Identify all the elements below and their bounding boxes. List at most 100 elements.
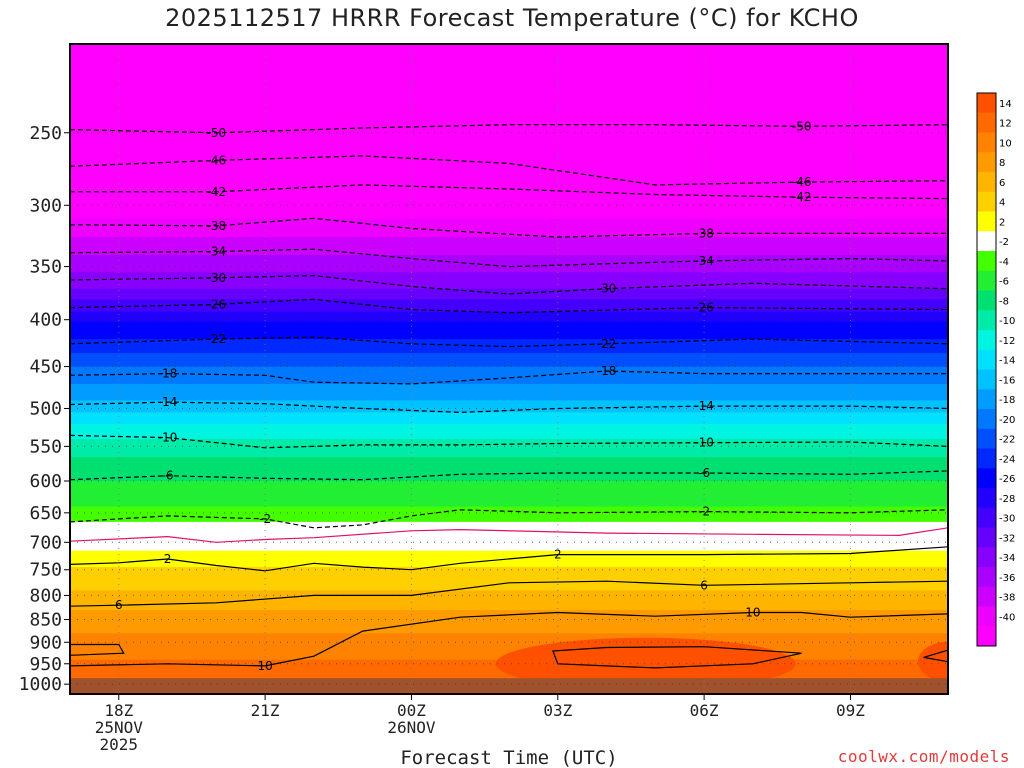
temperature-band (70, 590, 948, 611)
contour-label: -26 (207, 298, 227, 312)
colorbar-label: -16 (999, 375, 1015, 386)
colorbar-label: -36 (999, 573, 1015, 584)
y-tick-label: 800 (29, 585, 62, 606)
contour-line (923, 649, 948, 663)
contour-label: 6 (700, 578, 708, 592)
temperature-band (70, 424, 948, 440)
contour-line (70, 274, 948, 295)
colorbar-swatch (977, 191, 996, 212)
colorbar-label: -14 (999, 356, 1015, 367)
x-tick-label: 21Z (251, 701, 280, 720)
colorbar-label: 12 (999, 119, 1012, 130)
colorbar-label: -20 (999, 415, 1015, 426)
temperature-band (70, 339, 948, 354)
colorbar-label: 14 (999, 99, 1012, 110)
colorbar-swatch (977, 211, 996, 232)
x-tick-label: 26NOV (387, 718, 436, 737)
contour-label: -26 (694, 301, 714, 315)
colorbar-swatch (977, 330, 996, 351)
contour-label: -38 (207, 219, 227, 233)
temperature-band (70, 272, 948, 290)
y-tick-label: 850 (29, 610, 62, 631)
contour-label: -14 (158, 395, 178, 409)
x-axis-title: Forecast Time (UTC) (400, 747, 617, 768)
contour-label: -10 (694, 436, 714, 450)
temperature-band (70, 366, 948, 385)
colorbar-legend: 14 12 10 8 6 4 2 -2 -4 -6 -8 -10 -12 -14 -16 -18 -20 -22 -… (976, 92, 1015, 647)
contour-line (70, 124, 948, 134)
colorbar-swatch (977, 468, 996, 489)
y-tick-label: 900 (29, 632, 62, 653)
colorbar-label: 4 (999, 198, 1005, 209)
temperature-band (70, 521, 948, 543)
contour-label: -14 (694, 399, 714, 413)
colorbar-label: -30 (999, 514, 1015, 525)
colorbar-swatch (977, 231, 996, 252)
temperature-band (70, 288, 948, 300)
contour-label: -2 (698, 505, 710, 519)
contour-line (70, 298, 948, 314)
colorbar-swatch (977, 448, 996, 469)
temperature-band (70, 205, 948, 219)
colorbar-swatch (977, 369, 996, 390)
temperature-band (70, 567, 948, 591)
contour-line (70, 509, 948, 529)
contour-label: -50 (207, 126, 227, 140)
temperature-band (70, 311, 948, 323)
contour-label: -46 (207, 153, 227, 167)
colorbar-swatch (977, 132, 996, 153)
colorbar-swatch (977, 547, 996, 568)
temperature-band (70, 412, 948, 425)
colorbar-label: -40 (999, 612, 1015, 623)
contour-label: -6 (162, 469, 174, 483)
temperature-band (70, 321, 948, 340)
contour-line (70, 336, 948, 348)
x-tick-label: 18Z (104, 701, 133, 720)
contour-line (70, 401, 948, 414)
colorbar-label: -10 (999, 316, 1015, 327)
colorbar-swatch (977, 567, 996, 588)
colorbar-swatch (977, 310, 996, 331)
temperature-band (70, 218, 948, 238)
contour-line (70, 527, 948, 543)
contour-label: -18 (597, 364, 617, 378)
colorbar-label: 10 (999, 138, 1012, 149)
contour-line (70, 248, 948, 268)
colorbar-swatch (977, 428, 996, 449)
colorbar-label: -26 (999, 474, 1015, 485)
colorbar-swatch (977, 626, 996, 647)
y-tick-label: 350 (29, 257, 62, 278)
y-tick-label: 750 (29, 560, 62, 581)
temperature-band (70, 255, 948, 273)
colorbar-label: -28 (999, 494, 1015, 505)
contour-label: -42 (207, 185, 227, 199)
colorbar-label: -6 (999, 277, 1009, 288)
colorbar-swatch (977, 152, 996, 173)
contour-line (552, 646, 802, 669)
below-ground (70, 678, 948, 694)
y-axis: 2503003504004505005506006507007508008509… (19, 123, 70, 695)
contour-label: 2 (554, 548, 562, 562)
x-tick-label: 2025 (100, 735, 139, 754)
colorbar-swatch (977, 488, 996, 509)
contour-line (70, 370, 948, 385)
colorbar-swatch (977, 606, 996, 627)
temperature-band (70, 299, 948, 313)
colorbar-swatch (977, 93, 996, 114)
colorbar-swatch (977, 251, 996, 272)
colorbar-label: -24 (999, 454, 1015, 465)
y-tick-label: 650 (29, 503, 62, 524)
warm-pocket (495, 637, 796, 690)
temperature-band (70, 400, 948, 413)
contour-label: -2 (259, 512, 271, 526)
temperature-band (70, 610, 948, 634)
contour-label: -34 (694, 254, 714, 268)
colorbar-label: 8 (999, 158, 1005, 169)
colorbar-swatch (977, 389, 996, 410)
y-tick-label: 300 (29, 195, 62, 216)
contour-line (70, 217, 948, 238)
contour-line (70, 155, 948, 186)
x-tick-label: 25NOV (95, 718, 144, 737)
y-tick-label: 600 (29, 471, 62, 492)
colorbar-swatch (977, 290, 996, 311)
